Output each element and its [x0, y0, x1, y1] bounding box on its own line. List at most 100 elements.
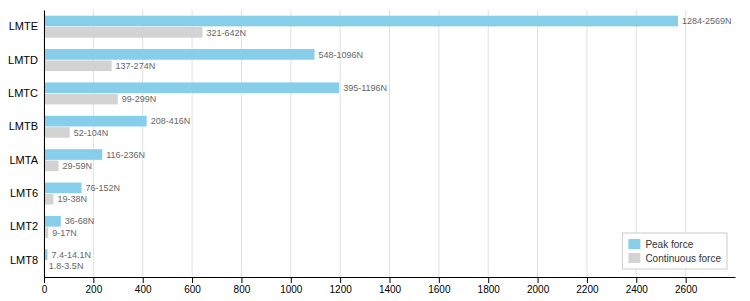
tick-label: 1600 — [428, 284, 451, 295]
tick-mark — [241, 277, 242, 283]
axis-line — [44, 11, 45, 278]
data-label: 36-68N — [65, 216, 95, 226]
x-tick: 1600 — [428, 277, 451, 295]
grid-line — [488, 10, 489, 277]
tick-label: 1000 — [280, 284, 303, 295]
x-tick: 2600 — [675, 277, 698, 295]
y-tick: LMT6 — [10, 187, 38, 199]
x-tick: 200 — [86, 277, 103, 295]
bar — [44, 49, 314, 60]
tick-mark — [93, 277, 94, 283]
x-tick: 1400 — [379, 277, 402, 295]
tick-label: LMTB — [9, 120, 38, 132]
legend-swatch — [628, 253, 640, 263]
grid-line — [44, 10, 45, 277]
grid-line — [438, 10, 439, 277]
tick-mark — [390, 277, 391, 283]
tick-label: 200 — [86, 284, 103, 295]
x-tick: 2400 — [626, 277, 649, 295]
chart: 7.4-14.1N 36-68N 76-152N 116-236N 208-416N 39… — [0, 0, 750, 301]
x-tick: 400 — [135, 277, 152, 295]
bar — [44, 116, 147, 127]
y-tick: LMTA — [9, 154, 38, 166]
data-labels: 7.4-14.1N 36-68N 76-152N 116-236N 208-416N 39… — [49, 16, 732, 271]
tick-label: 800 — [234, 284, 251, 295]
tick-label: LMT6 — [10, 187, 38, 199]
plot: 7.4-14.1N 36-68N 76-152N 116-236N 208-416N 39… — [8, 10, 735, 295]
x-tick: 2000 — [527, 277, 550, 295]
y-tick: LMTC — [8, 87, 38, 99]
tick-label: 2600 — [675, 284, 698, 295]
tick-mark — [439, 277, 440, 283]
y-axis: LMT8 LMT2 LMT6 LMTA LMTB LMTC LMTD LMTE — [8, 11, 44, 278]
tick-label: LMTE — [9, 20, 38, 32]
data-label: 137-274N — [116, 61, 156, 71]
tick-label: 1200 — [330, 284, 353, 295]
data-label: 9-17N — [52, 228, 77, 238]
x-tick: 800 — [234, 277, 251, 295]
bar — [44, 127, 70, 138]
x-tick: 1800 — [478, 277, 501, 295]
tick-label: 1800 — [478, 284, 501, 295]
legend-item: Continuous force — [628, 253, 721, 264]
x-tick: 2200 — [576, 277, 599, 295]
data-label: 52-104N — [74, 128, 109, 138]
bar — [44, 194, 53, 205]
y-tick: LMTD — [8, 54, 38, 66]
tick-label: 600 — [184, 284, 201, 295]
legend-swatch — [628, 239, 640, 249]
data-label: 29-59N — [63, 161, 93, 171]
tick-mark — [636, 277, 637, 283]
tick-label: 2200 — [576, 284, 599, 295]
data-label: 548-1096N — [318, 50, 363, 60]
tick-mark — [538, 277, 539, 283]
tick-label: 0 — [42, 284, 48, 295]
x-tick: 600 — [184, 277, 201, 295]
bar — [44, 94, 118, 105]
legend-box — [622, 233, 727, 269]
bar — [44, 183, 82, 194]
tick-label: LMT2 — [10, 220, 38, 232]
y-tick: LMTE — [9, 20, 38, 32]
data-label: 395-1196N — [343, 83, 387, 93]
data-label: 321-642N — [206, 28, 246, 38]
tick-mark — [340, 277, 341, 283]
tick-mark — [192, 277, 193, 283]
x-axis: 0 200 400 600 800 1000 1200 1400 1600 1800 2000 220… — [42, 277, 736, 295]
data-label: 208-416N — [151, 116, 191, 126]
data-label: 1.8-3.5N — [49, 261, 84, 271]
tick-mark — [587, 277, 588, 283]
tick-label: 2400 — [626, 284, 649, 295]
legend-label: Peak force — [645, 239, 693, 250]
tick-mark — [488, 277, 489, 283]
bar — [44, 16, 678, 27]
tick-label: 400 — [135, 284, 152, 295]
tick-mark — [143, 277, 144, 283]
tick-label: 1400 — [379, 284, 402, 295]
tick-label: LMTD — [8, 54, 38, 66]
bar — [44, 27, 202, 38]
data-label: 99-299N — [122, 94, 157, 104]
tick-label: 2000 — [527, 284, 550, 295]
bar — [44, 216, 61, 227]
legend-item: Peak force — [628, 239, 693, 250]
x-tick: 1000 — [280, 277, 303, 295]
data-label: 116-236N — [106, 150, 145, 160]
data-label: 76-152N — [86, 183, 121, 193]
tick-label: LMTA — [9, 154, 38, 166]
legend: Peak force Continuous force — [622, 233, 727, 269]
tick-mark — [291, 277, 292, 283]
x-tick: 1200 — [330, 277, 353, 295]
tick-mark — [686, 277, 687, 283]
grid — [44, 10, 686, 277]
bar — [44, 60, 112, 71]
x-tick: 0 — [42, 277, 48, 295]
legend-label: Continuous force — [645, 253, 721, 264]
y-tick: LMT8 — [10, 254, 38, 266]
y-tick: LMTB — [9, 120, 38, 132]
data-label: 1284-2569N — [682, 16, 732, 26]
data-label: 7.4-14.1N — [51, 250, 91, 260]
grid-line — [586, 10, 587, 277]
grid-line — [389, 10, 390, 277]
bar — [44, 161, 59, 172]
